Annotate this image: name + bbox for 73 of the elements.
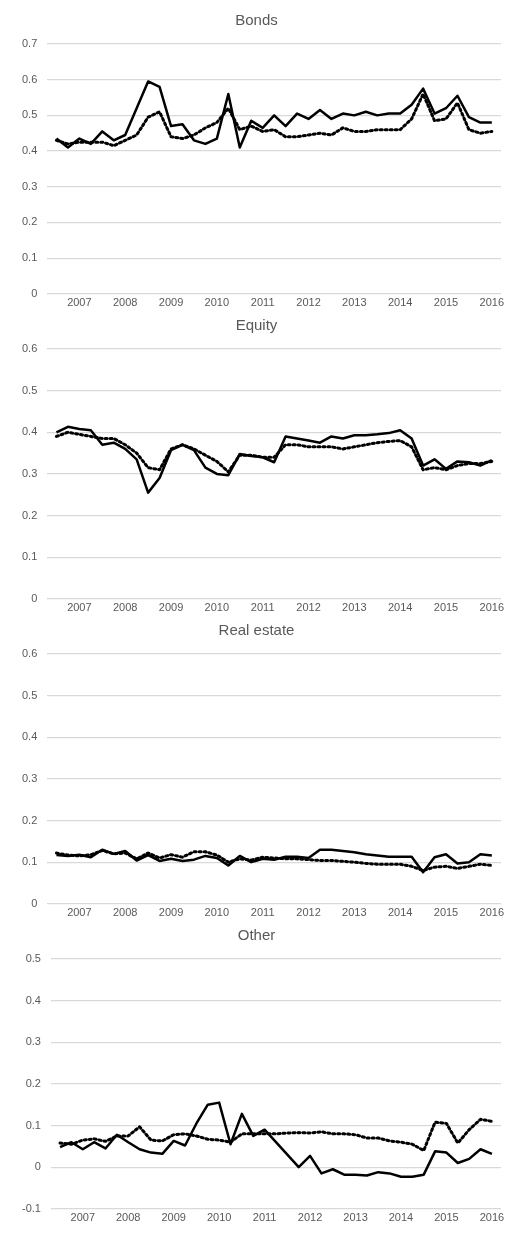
y-tick-label: 0.3 bbox=[21, 771, 38, 784]
y-tick-label: 0 bbox=[31, 591, 38, 604]
y-tick-label: 0.1 bbox=[25, 1118, 41, 1131]
x-tick-label: 2008 bbox=[112, 296, 138, 309]
y-tick-label: 0.4 bbox=[21, 730, 38, 743]
x-tick-label: 2014 bbox=[387, 296, 413, 309]
x-tick-label: 2013 bbox=[342, 296, 367, 309]
x-tick-label: 2012 bbox=[296, 906, 321, 919]
y-tick-label: 0.3 bbox=[21, 466, 38, 479]
y-tick-label: 0.4 bbox=[21, 144, 38, 157]
x-tick-label: 2008 bbox=[112, 906, 138, 919]
x-tick-label: 2016 bbox=[479, 1211, 505, 1224]
y-tick-label: -0.1 bbox=[21, 1201, 41, 1214]
x-tick-label: 2015 bbox=[433, 296, 459, 309]
y-tick-label: 0.4 bbox=[21, 425, 38, 438]
y-tick-label: 0 bbox=[31, 286, 38, 299]
y-tick-label: 0.2 bbox=[21, 508, 38, 521]
x-tick-label: 2010 bbox=[204, 906, 230, 919]
x-tick-label: 2009 bbox=[158, 906, 184, 919]
x-tick-label: 2014 bbox=[387, 601, 413, 614]
x-tick-label: 2012 bbox=[297, 1211, 323, 1224]
y-tick-label: 0.5 bbox=[21, 383, 38, 396]
x-tick-label: 2015 bbox=[434, 1211, 459, 1224]
y-tick-label: 0.1 bbox=[21, 550, 38, 563]
x-tick-label: 2009 bbox=[158, 601, 184, 614]
x-tick-label: 2015 bbox=[433, 601, 459, 614]
x-tick-label: 2016 bbox=[479, 906, 505, 919]
y-tick-label: 0.2 bbox=[21, 813, 38, 826]
x-tick-label: 2007 bbox=[67, 906, 92, 919]
x-tick-label: 2013 bbox=[343, 1211, 368, 1224]
x-tick-label: 2014 bbox=[387, 906, 413, 919]
x-tick-label: 2011 bbox=[252, 1211, 277, 1224]
x-tick-label: 2016 bbox=[479, 296, 505, 309]
x-tick-label: 2014 bbox=[388, 1211, 414, 1224]
x-tick-label: 2008 bbox=[115, 1211, 141, 1224]
y-tick-label: 0.6 bbox=[21, 647, 38, 660]
chart-title: Bonds bbox=[235, 11, 278, 29]
y-tick-label: 0.6 bbox=[21, 72, 38, 85]
chart-title: Real estate bbox=[218, 621, 295, 639]
x-tick-label: 2007 bbox=[67, 296, 92, 309]
x-tick-label: 2010 bbox=[204, 296, 230, 309]
y-tick-label: 0.5 bbox=[21, 108, 38, 121]
y-tick-label: 0 bbox=[31, 896, 38, 909]
chart-title: Other bbox=[237, 926, 276, 944]
x-tick-label: 2011 bbox=[250, 906, 275, 919]
x-tick-label: 2016 bbox=[479, 601, 505, 614]
x-tick-label: 2015 bbox=[433, 906, 459, 919]
x-tick-label: 2009 bbox=[158, 296, 184, 309]
y-tick-label: 0.4 bbox=[25, 993, 41, 1006]
x-tick-label: 2013 bbox=[342, 601, 367, 614]
y-tick-label: 0.5 bbox=[21, 688, 38, 701]
y-tick-label: 0.6 bbox=[21, 342, 38, 355]
x-tick-label: 2007 bbox=[67, 601, 92, 614]
y-tick-label: 0.1 bbox=[21, 251, 38, 264]
y-tick-label: 0.2 bbox=[21, 215, 38, 228]
x-tick-label: 2012 bbox=[296, 601, 321, 614]
x-tick-label: 2009 bbox=[161, 1211, 186, 1224]
x-tick-label: 2011 bbox=[250, 296, 275, 309]
y-tick-label: 0.5 bbox=[25, 952, 41, 965]
x-tick-label: 2013 bbox=[342, 906, 367, 919]
chart-title: Equity bbox=[235, 316, 278, 334]
x-tick-label: 2011 bbox=[250, 601, 275, 614]
y-tick-label: 0.2 bbox=[25, 1076, 41, 1089]
y-tick-label: 0.7 bbox=[21, 37, 38, 50]
x-tick-label: 2010 bbox=[204, 601, 230, 614]
x-tick-label: 2008 bbox=[112, 601, 138, 614]
x-tick-label: 2007 bbox=[70, 1211, 96, 1224]
y-tick-label: 0.3 bbox=[25, 1035, 41, 1048]
y-tick-label: 0.3 bbox=[21, 179, 38, 192]
x-tick-label: 2010 bbox=[206, 1211, 232, 1224]
x-tick-label: 2012 bbox=[296, 296, 321, 309]
y-tick-label: 0 bbox=[34, 1160, 41, 1173]
y-tick-label: 0.1 bbox=[21, 855, 38, 868]
